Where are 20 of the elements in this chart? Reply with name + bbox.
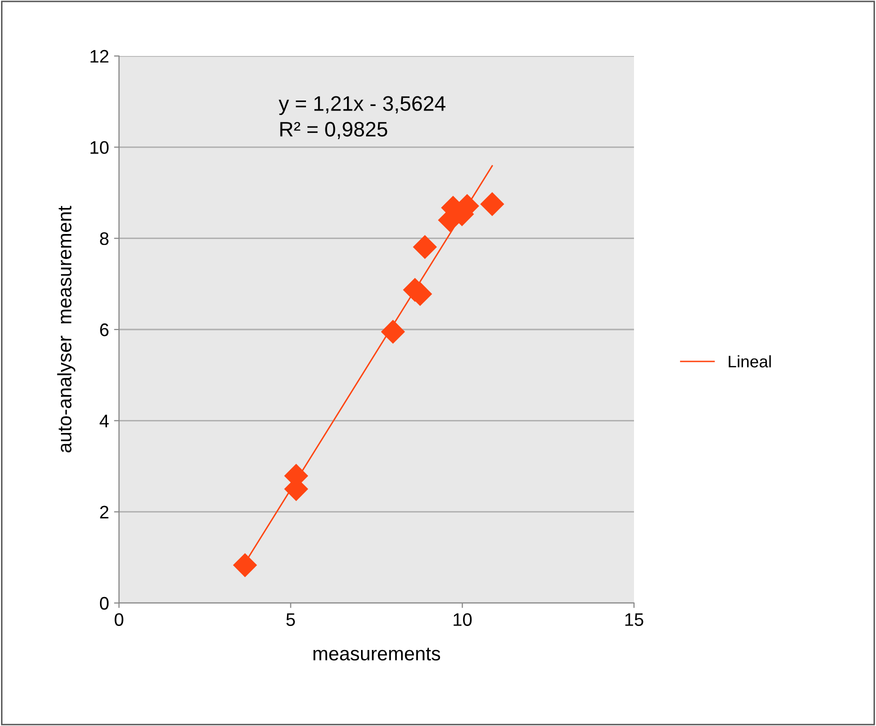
point bbox=[232, 553, 258, 578]
y-tick-label: 12 bbox=[90, 50, 108, 63]
x-tick-label: 10 bbox=[454, 613, 472, 626]
annotation: R² = 0,9825 bbox=[280, 122, 388, 140]
y-tick-label: 4 bbox=[100, 414, 109, 428]
x-tick-label: 5 bbox=[286, 613, 295, 626]
y-tick-label: 2 bbox=[100, 506, 108, 518]
y-tick-label: 6 bbox=[100, 323, 108, 336]
y-tick-label: 8 bbox=[100, 232, 108, 246]
annotation: y = 1,21x - 3,5624 bbox=[278, 96, 446, 116]
x-tick-label: 0 bbox=[114, 613, 124, 626]
x-axis-title: measurements bbox=[313, 648, 440, 661]
y-tick-label: 0 bbox=[100, 596, 109, 610]
legend-label: Lineal bbox=[728, 355, 771, 368]
x-tick-label: 15 bbox=[625, 613, 644, 626]
point bbox=[380, 320, 406, 344]
point bbox=[480, 192, 504, 216]
y-axis-title: auto-analyser measurement bbox=[57, 206, 76, 452]
y-tick-label: 10 bbox=[90, 141, 109, 154]
point bbox=[412, 234, 437, 260]
